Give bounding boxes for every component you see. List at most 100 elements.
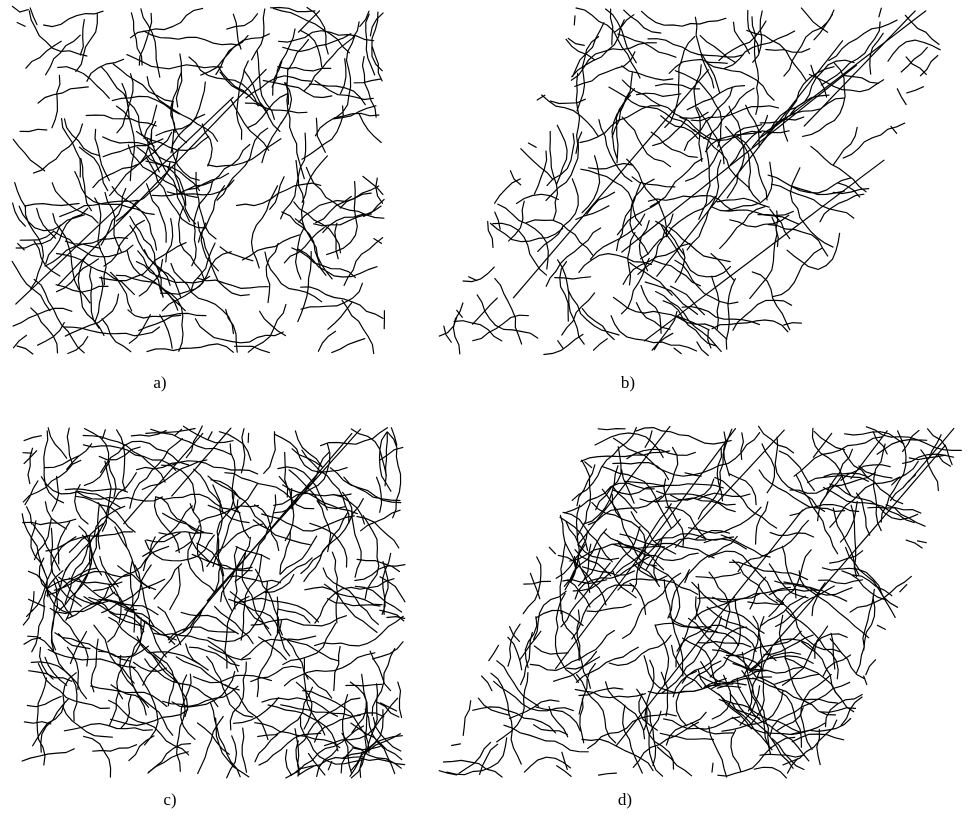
crack	[24, 638, 41, 645]
crack	[24, 436, 41, 441]
crack	[263, 81, 332, 98]
crack	[130, 8, 202, 37]
crack	[772, 184, 854, 218]
crack	[173, 467, 196, 510]
crack	[351, 429, 386, 475]
panel	[22, 426, 405, 778]
crack	[112, 187, 156, 250]
crack	[190, 504, 203, 571]
crack	[698, 594, 760, 600]
crack	[242, 728, 246, 772]
panel	[439, 426, 961, 778]
crack	[299, 193, 371, 222]
crack	[366, 14, 375, 75]
crack	[273, 8, 349, 52]
panel-label: c)	[163, 790, 176, 809]
crack	[20, 129, 47, 131]
crack	[538, 179, 578, 252]
panel-label: d)	[618, 790, 632, 809]
crack	[199, 506, 259, 523]
crack	[23, 592, 34, 625]
crack	[671, 286, 705, 315]
crack	[278, 609, 310, 623]
crack	[99, 447, 140, 460]
crack	[166, 219, 173, 262]
crack	[698, 642, 751, 647]
crack	[463, 267, 494, 282]
crack	[111, 710, 188, 726]
crack	[770, 533, 813, 538]
crack	[453, 303, 463, 354]
crack	[151, 132, 189, 221]
crack	[372, 47, 382, 81]
crack	[391, 428, 396, 445]
crack	[48, 428, 66, 458]
crack	[179, 207, 204, 279]
crack	[359, 114, 381, 142]
crack	[99, 646, 149, 657]
crack	[773, 248, 822, 297]
crack	[215, 606, 254, 643]
crack	[344, 238, 383, 286]
crack	[907, 87, 924, 93]
crack	[340, 186, 379, 208]
crack	[558, 341, 563, 348]
crack	[617, 202, 659, 235]
crack	[398, 682, 402, 717]
crack	[630, 583, 646, 614]
crack	[712, 320, 788, 332]
crack	[65, 489, 127, 492]
crack	[495, 179, 521, 203]
crack	[248, 305, 286, 353]
crack	[144, 31, 240, 45]
crack	[664, 717, 740, 729]
crack	[525, 617, 537, 668]
crack	[452, 744, 461, 746]
crack	[598, 429, 625, 430]
crack	[84, 736, 111, 777]
crack	[298, 11, 319, 32]
crack	[733, 664, 802, 674]
crack	[574, 16, 575, 25]
panel-label: b)	[621, 373, 635, 392]
crack	[558, 260, 585, 344]
crack	[377, 477, 382, 512]
crack	[254, 558, 313, 599]
crack	[159, 532, 212, 535]
panel-label: a)	[153, 373, 166, 392]
crack	[48, 650, 135, 668]
crack	[354, 79, 381, 83]
crack	[906, 57, 926, 75]
crack	[729, 474, 756, 505]
crack	[262, 698, 338, 717]
crack	[22, 749, 74, 761]
crack	[689, 507, 761, 533]
crack	[306, 168, 384, 219]
crack	[692, 582, 764, 633]
crack	[17, 23, 25, 27]
crack	[521, 149, 553, 180]
crack	[818, 233, 840, 269]
crack	[172, 130, 199, 180]
crack	[216, 718, 249, 777]
crack	[587, 604, 631, 611]
crack	[582, 156, 600, 213]
crack	[576, 8, 640, 78]
crack	[108, 565, 152, 642]
crack	[124, 433, 203, 523]
crack	[752, 17, 759, 115]
crack	[517, 194, 559, 203]
crack	[242, 636, 316, 659]
crack	[252, 9, 265, 60]
crack	[562, 752, 567, 769]
crack	[137, 147, 186, 205]
crack	[52, 75, 60, 128]
crack	[661, 225, 730, 277]
crack	[674, 348, 681, 354]
crack	[262, 122, 282, 162]
crack	[792, 734, 844, 742]
crack	[712, 276, 719, 329]
crack	[251, 616, 346, 626]
crack	[783, 720, 837, 765]
crack	[530, 573, 539, 598]
